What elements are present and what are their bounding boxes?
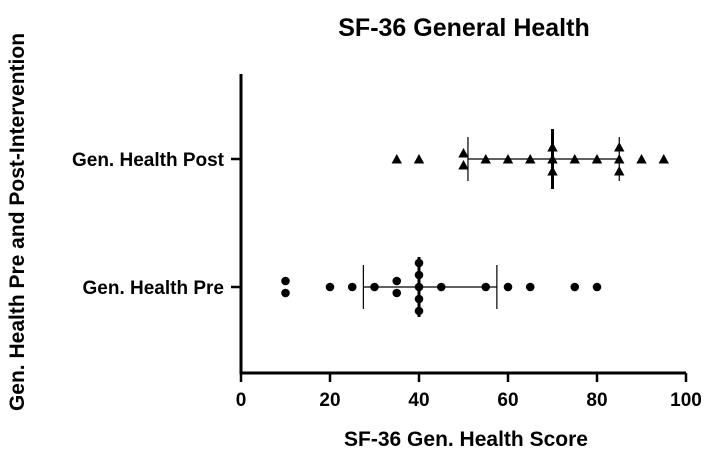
x-tick-label: 20: [319, 390, 340, 411]
data-point-triangle: [413, 154, 425, 164]
data-point-circle: [281, 276, 290, 286]
data-point-triangle: [658, 154, 669, 164]
x-tick-label: 40: [408, 390, 429, 411]
x-axis-label: SF-36 Gen. Health Score: [344, 428, 588, 451]
data-point-circle: [347, 282, 357, 292]
data-marks: [281, 129, 669, 317]
data-point-triangle: [458, 160, 469, 170]
data-point-triangle: [636, 154, 647, 164]
data-point-triangle: [458, 148, 469, 158]
y-axis-label: Gen. Health Pre and Post-Intervention: [6, 33, 29, 411]
axes: [239, 74, 686, 375]
x-tick-label: 0: [236, 390, 247, 411]
data-point-circle: [392, 288, 402, 298]
data-point-circle: [525, 282, 535, 292]
x-tick-label: 80: [586, 390, 607, 411]
data-point-circle: [392, 276, 402, 286]
data-point-circle: [503, 282, 513, 292]
category-label: Gen. Health Post: [72, 150, 225, 171]
chart-title: SF-36 General Health: [338, 14, 589, 42]
y-ticks: Gen. Health Post Gen. Health Pre: [72, 150, 241, 299]
x-tick-label: 100: [670, 390, 702, 411]
data-point-circle: [281, 288, 290, 298]
x-ticks: 0 20 40 60 80 100: [236, 373, 702, 411]
data-point-circle: [325, 282, 335, 292]
x-tick-label: 60: [497, 390, 518, 411]
data-point-triangle: [391, 154, 402, 164]
category-label: Gen. Health Pre: [83, 278, 225, 299]
data-point-circle: [592, 282, 602, 292]
data-point-circle: [570, 282, 580, 292]
